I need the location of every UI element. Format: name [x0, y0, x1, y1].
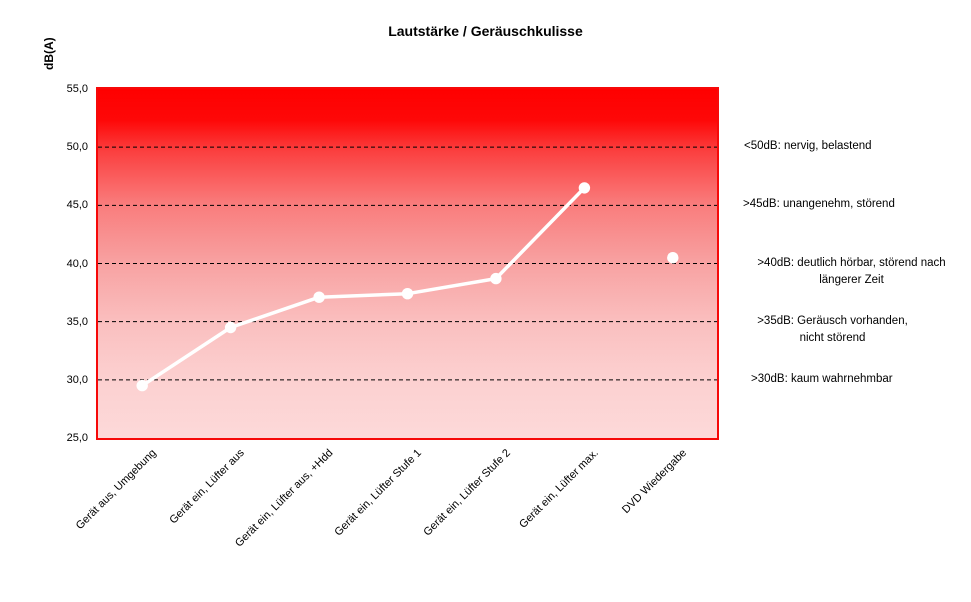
annotation-line: nicht störend [799, 332, 866, 345]
data-point-marker [490, 272, 502, 285]
annotation-35db: >35dB: Geräusch vorhanden, nicht störend [748, 313, 917, 348]
y-tick-label: 30,0 [66, 373, 88, 386]
annotation-40db: >40dB: deutlich hörbar, störend nach län… [744, 255, 959, 290]
x-category-label: Gerät ein, Lüfter aus [167, 447, 248, 527]
y-tick-label: 45,0 [66, 199, 88, 212]
annotation-45db: >45dB: unangenehm, störend [743, 196, 895, 214]
x-category-label: Gerät ein, Lüfter Stufe 1 [332, 447, 424, 539]
y-tick-label: 50,0 [66, 141, 88, 154]
chart-title: Lautstärke / Geräuschkulisse [388, 23, 583, 39]
y-tick-label: 35,0 [66, 315, 88, 328]
annotation-line: längerer Zeit [819, 274, 884, 286]
x-category-label: Gerät ein, Lüfter max. [517, 447, 601, 531]
data-point-marker [313, 291, 325, 303]
x-category-label: Gerät aus, Umgebung [73, 447, 159, 533]
data-point-marker [667, 252, 679, 264]
annotation-50db: <50dB: nervig, belastend [744, 138, 872, 156]
annotation-line: >40dB: deutlich hörbar, störend nach [757, 256, 946, 269]
y-axis-ticks: 55,0 50,0 45,0 40,0 35,0 30,0 25,0 [0, 0, 88, 602]
x-category-label: DVD Wiedergabe [620, 447, 690, 517]
series-svg [98, 146, 717, 392]
x-axis-labels: Gerät aus, Umgebung Gerät ein, Lüfter aus… [0, 437, 971, 602]
series-line [140, 186, 587, 388]
data-point-marker [136, 379, 148, 392]
annotation-line: >35dB: Geräusch vorhanden, [757, 314, 908, 327]
annotation-30db: >30dB: kaum wahrnehmbar [751, 371, 893, 389]
x-category-label: Gerät ein, Lüfter Stufe 2 [420, 447, 513, 539]
x-category-label: Gerät ein, Lüfter aus, +Hdd [233, 447, 336, 550]
y-tick-label: 25,0 [66, 432, 88, 444]
annotation-line: >45dB: unangenehm, störend [743, 198, 895, 211]
annotation-line: >30dB: kaum wahrnehmbar [751, 372, 893, 385]
data-point-marker [224, 321, 237, 334]
y-tick-label: 55,0 [66, 83, 88, 95]
data-point-marker [401, 288, 414, 300]
plot-area [96, 87, 719, 440]
data-point-marker [578, 182, 591, 194]
y-tick-label: 40,0 [66, 257, 88, 270]
annotation-line: <50dB: nervig, belastend [744, 140, 872, 153]
